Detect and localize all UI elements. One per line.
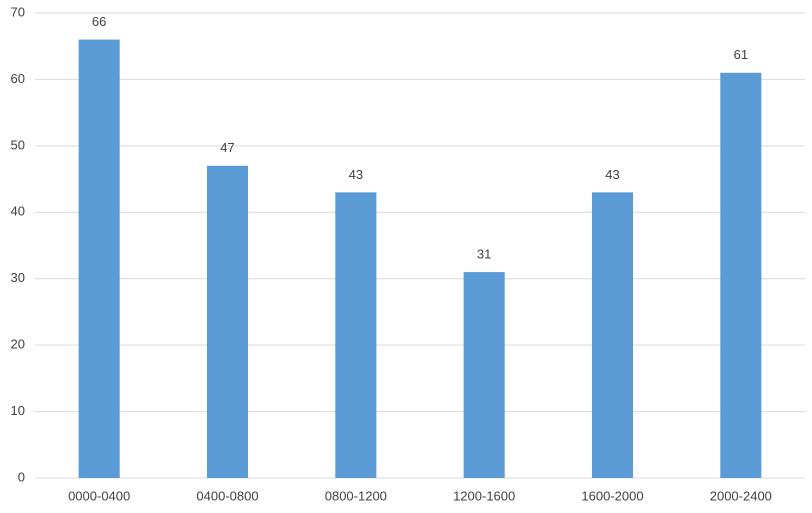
x-tick-label: 0000-0400 [68, 488, 130, 503]
bar [206, 165, 249, 479]
data-label: 61 [734, 47, 748, 62]
data-label: 66 [92, 14, 106, 29]
y-tick-label: 40 [11, 204, 25, 219]
y-tick-label: 0 [18, 469, 25, 484]
y-tick-label: 50 [11, 137, 25, 152]
data-label: 31 [477, 247, 491, 262]
bar [591, 192, 634, 478]
data-label: 43 [349, 167, 363, 182]
data-label: 43 [605, 167, 619, 182]
x-tick-label: 1600-2000 [581, 488, 643, 503]
x-tick-label: 2000-2400 [710, 488, 772, 503]
bar [78, 39, 120, 478]
y-tick-label: 10 [11, 403, 25, 418]
y-tick-label: 60 [11, 71, 25, 86]
bar [335, 192, 377, 478]
y-tick-label: 20 [11, 337, 25, 352]
bar [463, 272, 505, 478]
data-label: 47 [220, 140, 234, 155]
x-tick-label: 0400-0800 [196, 488, 258, 503]
x-tick-label: 1200-1600 [453, 488, 515, 503]
y-tick-label: 30 [11, 270, 25, 285]
y-tick-label: 70 [11, 4, 25, 19]
bar [720, 72, 762, 479]
x-tick-label: 0800-1200 [325, 488, 387, 503]
